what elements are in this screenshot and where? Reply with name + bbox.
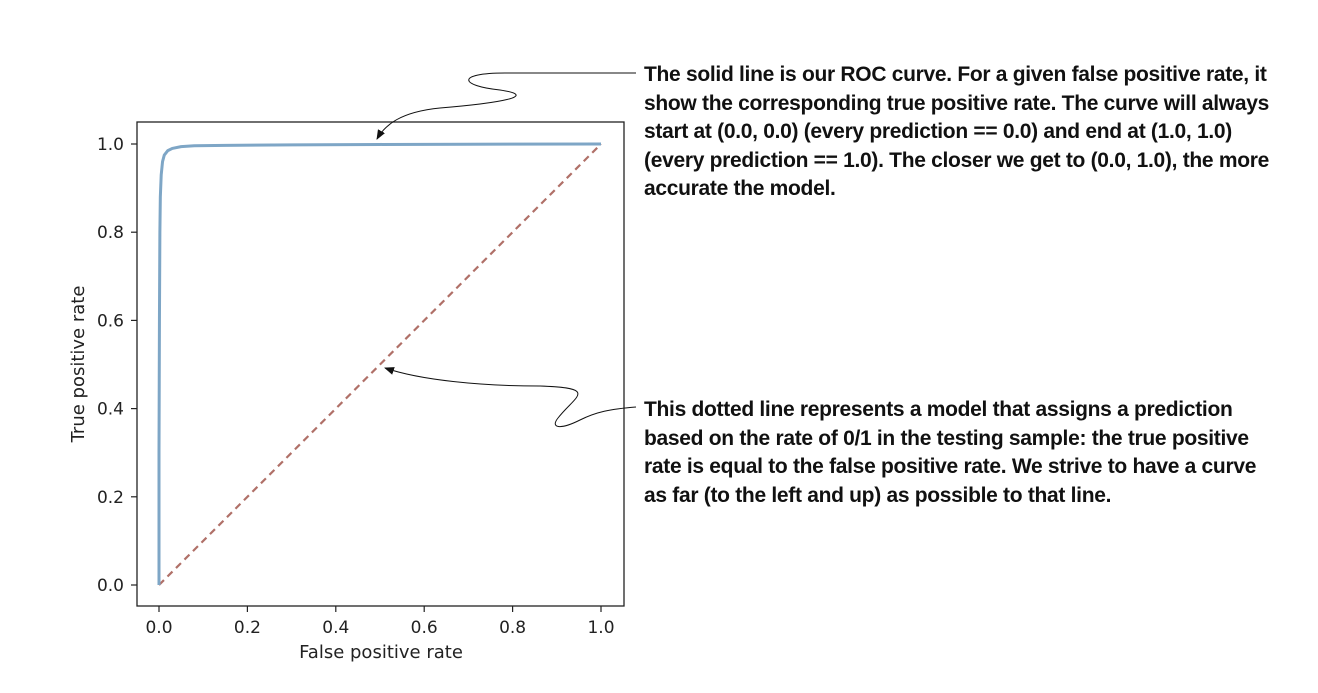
y-axis-label: True positive rate (68, 286, 89, 444)
baseline-diagonal-line (158, 143, 602, 586)
roc-curve-line (157, 142, 602, 585)
y-tick-label: 0.6 (97, 311, 124, 331)
x-axis-label: False positive rate (299, 642, 463, 663)
y-tick-label: 0.4 (97, 400, 124, 420)
plot-frame (136, 121, 625, 607)
x-tick-label: 0.8 (499, 618, 526, 638)
roc-annotation-leader (376, 72, 636, 140)
y-tick-label: 1.0 (97, 135, 124, 155)
y-tick-label: 0.0 (97, 576, 124, 596)
baseline-annotation: This dotted line represents a model that… (644, 398, 1257, 507)
x-tick-label: 0.6 (411, 618, 438, 638)
y-tick-label: 0.8 (97, 223, 124, 243)
x-tick-label: 0.2 (234, 618, 261, 638)
x-tick-label: 0.0 (145, 618, 172, 638)
x-tick-label: 1.0 (587, 618, 614, 638)
x-tick-label: 0.4 (322, 618, 349, 638)
roc-curve-annotation: The solid line is our ROC curve. For a g… (644, 63, 1269, 200)
baseline-annotation-leader (384, 367, 637, 427)
y-tick-label: 0.2 (97, 488, 124, 508)
